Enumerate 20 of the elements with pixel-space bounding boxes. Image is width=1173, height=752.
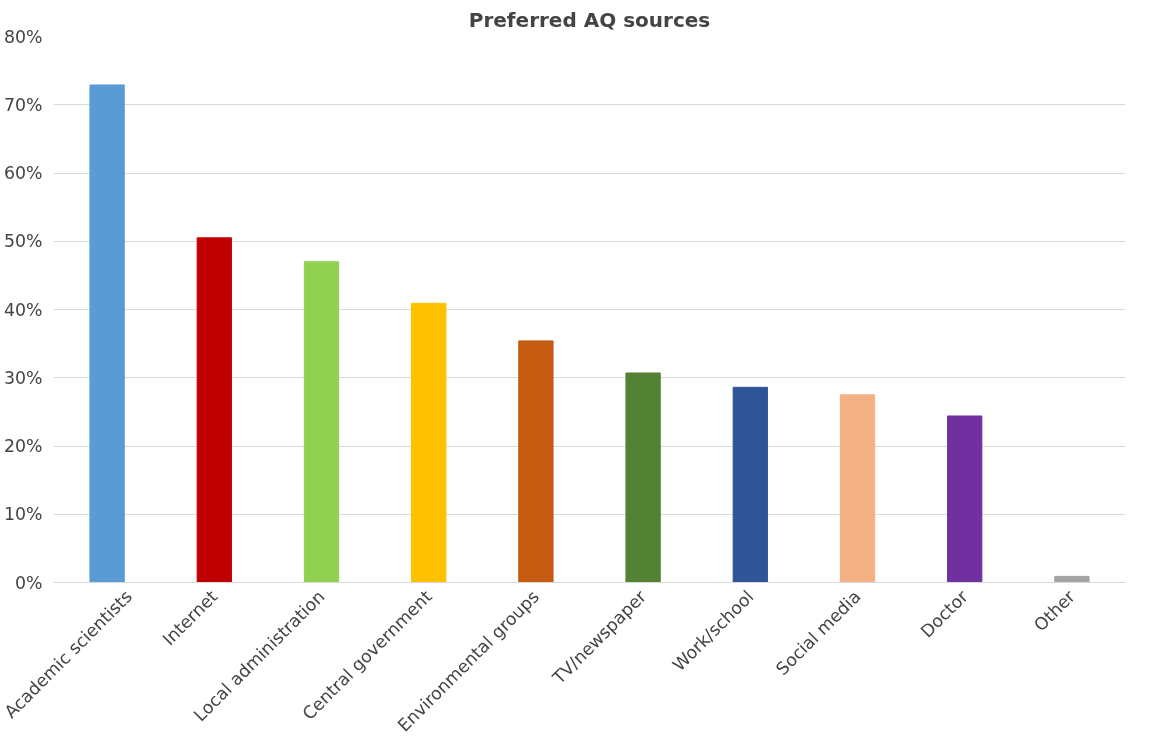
bar [947, 415, 983, 583]
y-tick-label: 10% [3, 504, 43, 525]
bar [89, 84, 125, 583]
y-tick-label: 30% [3, 367, 43, 388]
bar [303, 261, 340, 583]
y-tick-label: 0% [15, 572, 43, 593]
bar [518, 340, 554, 583]
y-tick-label: 40% [3, 299, 43, 320]
y-tick-label: 60% [3, 163, 43, 183]
bar [732, 386, 768, 583]
y-tick-label: 20% [3, 436, 43, 456]
bar [839, 394, 876, 583]
bar [1054, 575, 1090, 583]
bar [196, 237, 232, 583]
bar [625, 372, 661, 583]
y-tick-label: 70% [3, 94, 43, 115]
chart-title: Preferred AQ sources [468, 7, 711, 32]
y-tick-label: 50% [3, 231, 43, 252]
bar [411, 302, 447, 583]
y-tick-label: 80% [3, 26, 43, 47]
